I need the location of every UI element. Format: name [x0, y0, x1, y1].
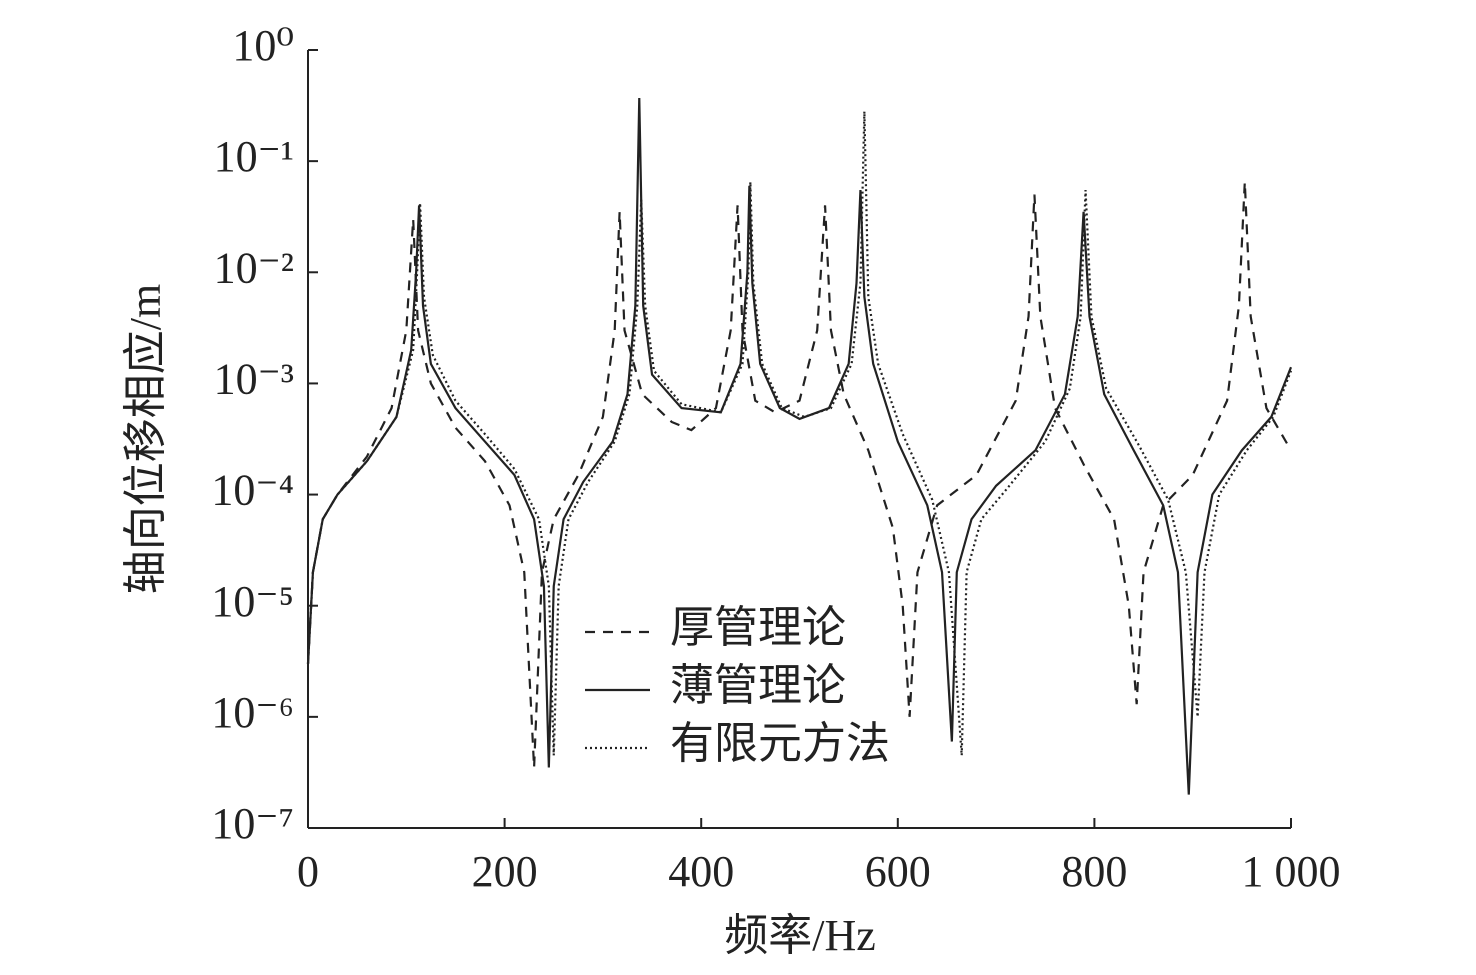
y-tick-label: 10⁻² [214, 243, 294, 292]
legend-label: 厚管理论 [670, 603, 846, 652]
series-line [306, 111, 1293, 756]
y-tick-label: 10⁻⁴ [211, 466, 294, 515]
x-tick-label: 1 000 [1242, 847, 1341, 896]
y-tick-label: 10⁻⁷ [211, 799, 294, 848]
y-tick-label: 10⁻³ [214, 355, 294, 404]
legend-label: 有限元方法 [670, 719, 890, 768]
x-tick-label: 800 [1061, 847, 1127, 896]
y-tick-label: 10⁻⁵ [211, 577, 294, 626]
x-tick-label: 400 [668, 847, 734, 896]
y-tick-label: 10⁻⁶ [211, 688, 294, 737]
x-tick-label: 0 [297, 847, 319, 896]
legend-label: 薄管理论 [670, 661, 846, 710]
y-axis-label: 轴向位移相应/m [121, 284, 170, 594]
y-tick-label: 10⁰ [232, 21, 294, 70]
y-tick-label: 10⁻¹ [214, 132, 294, 181]
series-line [306, 97, 1293, 795]
x-tick-label: 600 [865, 847, 931, 896]
x-tick-label: 200 [472, 847, 538, 896]
x-axis-label: 频率/Hz [724, 911, 876, 960]
